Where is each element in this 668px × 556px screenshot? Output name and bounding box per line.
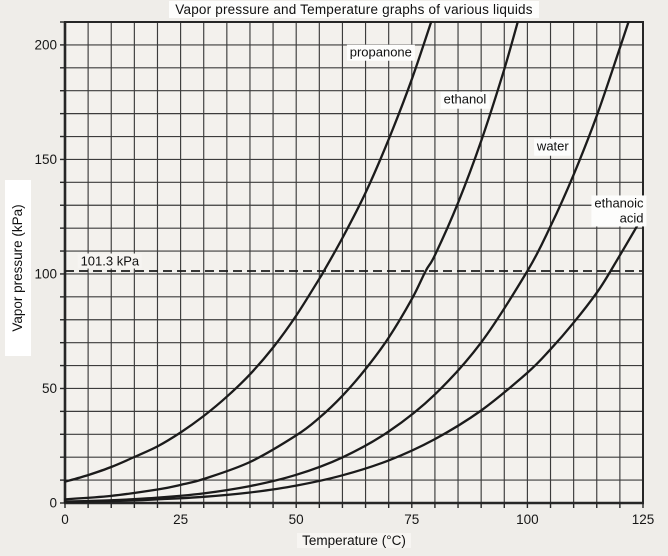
x-tick-label: 75 bbox=[404, 512, 419, 527]
curve-label-propanone: propanone bbox=[346, 44, 415, 62]
x-tick-label: 0 bbox=[61, 512, 69, 527]
axis-lines bbox=[63, 22, 644, 505]
plot-background bbox=[65, 22, 643, 503]
x-axis-title-text: Temperature (°C) bbox=[297, 533, 411, 548]
x-tick-label: 25 bbox=[173, 512, 188, 527]
curve-ethanoic-acid bbox=[64, 214, 644, 504]
curve-label-ethanoic-acid: ethanoic acid bbox=[591, 195, 647, 227]
curve-label-ethanol: ethanol bbox=[440, 91, 490, 109]
y-tick-label: 100 bbox=[34, 266, 57, 281]
x-axis-title: Temperature (°C) bbox=[65, 533, 643, 548]
curve-ethanol bbox=[64, 21, 520, 501]
y-tick-label: 0 bbox=[49, 496, 57, 511]
curve-water bbox=[64, 21, 631, 503]
x-tick-label: 50 bbox=[289, 512, 304, 527]
x-tick-label: 125 bbox=[632, 512, 655, 527]
y-axis-title: Vapor pressure (kPa) bbox=[5, 180, 31, 356]
curve-label-water: water bbox=[533, 138, 572, 156]
reference-line-label: 101.3 kPa bbox=[77, 253, 143, 269]
curve-propanone bbox=[64, 21, 433, 483]
chart-title: Vapor pressure and Temperature graphs of… bbox=[65, 1, 643, 18]
y-tick-label: 150 bbox=[34, 152, 57, 167]
chart-title-text: Vapor pressure and Temperature graphs of… bbox=[169, 1, 539, 18]
x-tick-label: 100 bbox=[516, 512, 539, 527]
curves bbox=[64, 21, 644, 504]
y-tick-label: 50 bbox=[42, 381, 57, 396]
tick-labels: 0 25 50 75 100 125 0 50 100 150 200 bbox=[34, 37, 654, 527]
y-tick-label: 200 bbox=[34, 37, 57, 52]
